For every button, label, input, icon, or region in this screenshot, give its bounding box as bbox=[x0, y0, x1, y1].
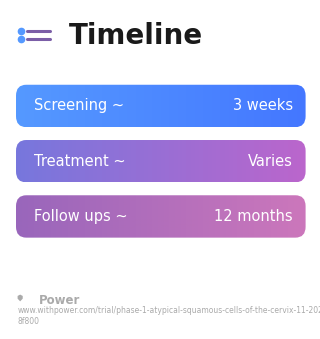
Text: Treatment ~: Treatment ~ bbox=[34, 154, 125, 169]
Polygon shape bbox=[18, 295, 23, 301]
Text: Power: Power bbox=[38, 294, 80, 306]
Text: Timeline: Timeline bbox=[69, 22, 203, 50]
Text: 12 months: 12 months bbox=[214, 209, 293, 224]
Text: Screening ~: Screening ~ bbox=[34, 98, 124, 114]
Text: www.withpower.com/trial/phase-1-atypical-squamous-cells-of-the-cervix-11-2021-
8: www.withpower.com/trial/phase-1-atypical… bbox=[18, 305, 320, 326]
Text: Follow ups ~: Follow ups ~ bbox=[34, 209, 127, 224]
Text: Varies: Varies bbox=[248, 154, 293, 169]
Text: 3 weeks: 3 weeks bbox=[233, 98, 293, 114]
